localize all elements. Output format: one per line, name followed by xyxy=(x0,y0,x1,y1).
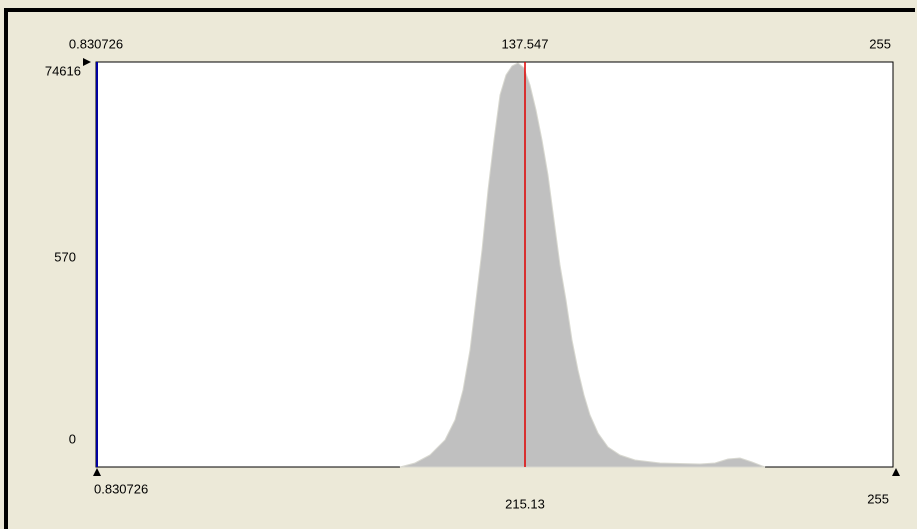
top-mid-label: 137.547 xyxy=(502,36,549,51)
y-label: 74616 xyxy=(45,63,81,78)
y-label: 570 xyxy=(54,249,76,264)
y-max-pointer[interactable] xyxy=(83,58,91,66)
max-slider[interactable] xyxy=(892,468,900,476)
top-max-label: 255 xyxy=(869,36,891,51)
bottom-mid-label: 215.13 xyxy=(505,496,545,511)
panel-frame xyxy=(4,8,915,529)
top-min-label: 0.830726 xyxy=(69,36,123,51)
min-slider[interactable] xyxy=(93,468,101,476)
histogram xyxy=(399,62,766,468)
y-label: 0 xyxy=(69,431,76,446)
bottom-min-label: 0.830726 xyxy=(94,481,148,496)
bottom-max-label: 255 xyxy=(867,491,889,506)
